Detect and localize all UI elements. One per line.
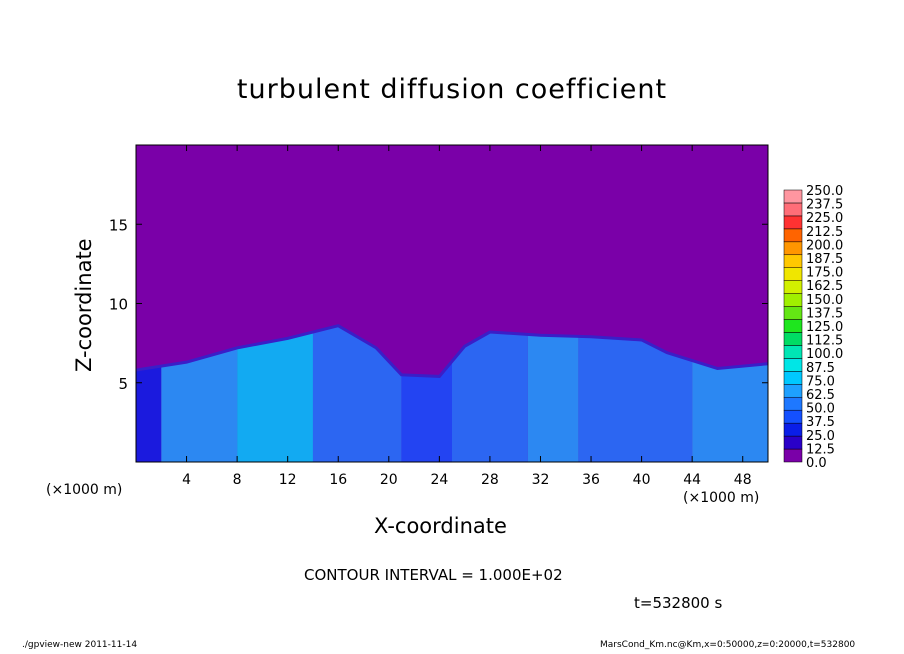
x-tick-label: 28 xyxy=(481,472,499,488)
colorbar-label: 62.5 xyxy=(806,388,835,403)
x-tick-label: 16 xyxy=(329,472,347,488)
y-tick-label: 10 xyxy=(109,296,128,314)
x-unit-label-left: (×1000 m) xyxy=(46,482,123,498)
colorbar-label: 187.5 xyxy=(806,252,843,267)
x-tick-label: 44 xyxy=(683,472,701,488)
colorbar-swatch xyxy=(783,293,803,307)
x-tick-label: 32 xyxy=(532,472,550,488)
colorbar-swatch xyxy=(783,267,803,281)
x-tick-label: 12 xyxy=(279,472,297,488)
colorbar-swatch xyxy=(783,448,803,463)
colorbar-swatch xyxy=(783,345,803,359)
colorbar-label: 150.0 xyxy=(806,293,843,308)
x-tick-label: 20 xyxy=(380,472,398,488)
colorbar-swatch xyxy=(783,306,803,320)
x-tick-label: 24 xyxy=(430,472,448,488)
x-tick-label: 48 xyxy=(734,472,752,488)
colorbar-swatch xyxy=(783,215,803,230)
y-tick-label: 5 xyxy=(118,375,128,393)
colorbar-label: 200.0 xyxy=(806,238,843,253)
colorbar-label: 100.0 xyxy=(806,347,843,362)
y-tick-label: 15 xyxy=(109,216,128,234)
colorbar-swatch xyxy=(783,241,803,256)
colorbar-swatch xyxy=(783,422,803,437)
colorbar-label: 37.5 xyxy=(806,415,835,430)
colorbar-label: 137.5 xyxy=(806,306,843,321)
colorbar-swatch xyxy=(783,409,803,424)
colorbar-swatch xyxy=(783,189,803,204)
footer-right: MarsCond_Km.nc@Km,x=0:50000,z=0:20000,t=… xyxy=(600,640,856,650)
colorbar-label: 225.0 xyxy=(806,211,843,226)
colorbar-label: 250.0 xyxy=(806,184,843,199)
time-label: t=532800 s xyxy=(634,594,723,612)
colorbar-swatch xyxy=(783,358,803,372)
x-tick-label: 36 xyxy=(582,472,600,488)
y-axis-ticks: 5 10 15 xyxy=(109,216,768,393)
x-axis-label: X-coordinate xyxy=(374,514,507,538)
y-axis-label: Z-coordinate xyxy=(72,238,96,372)
contour-interval-label: CONTOUR INTERVAL = 1.000E+02 xyxy=(304,566,563,584)
colorbar-label: 0.0 xyxy=(806,456,827,471)
colorbar-swatch xyxy=(783,332,803,346)
colorbar-swatch xyxy=(783,319,803,333)
footer-left: ./gpview-new 2011-11-14 xyxy=(22,640,138,650)
boundary-layer-outline xyxy=(135,324,769,378)
colorbar-label: 162.5 xyxy=(806,279,843,294)
colorbar-swatch xyxy=(783,228,803,243)
x-axis-ticks: 4 8 12 16 20 24 28 32 36 40 44 48 xyxy=(182,145,752,488)
colorbar-swatch xyxy=(783,435,803,450)
colorbar-label: 212.5 xyxy=(806,225,843,240)
chart-title: turbulent diffusion coefficient xyxy=(236,74,668,105)
colorbar-swatch xyxy=(783,384,803,398)
colorbar-swatch xyxy=(783,280,803,294)
colorbar-label: 50.0 xyxy=(806,402,835,417)
colorbar-label: 75.0 xyxy=(806,374,835,389)
colorbar-swatch xyxy=(783,254,803,268)
colorbar-label: 112.5 xyxy=(806,334,843,349)
colorbar: 0.012.525.037.550.062.575.087.5100.0112.… xyxy=(783,184,843,471)
colorbar-label: 237.5 xyxy=(806,198,843,213)
colorbar-swatch xyxy=(783,396,803,411)
heatmap-cells xyxy=(136,145,768,462)
colorbar-label: 25.0 xyxy=(806,429,835,444)
upper-background-region xyxy=(136,145,768,377)
colorbar-swatch xyxy=(783,371,803,385)
x-tick-label: 8 xyxy=(233,472,242,488)
colorbar-swatch xyxy=(783,202,803,217)
x-unit-label-right: (×1000 m) xyxy=(683,490,760,506)
colorbar-label: 87.5 xyxy=(806,361,835,376)
colorbar-label: 12.5 xyxy=(806,442,835,457)
colorbar-label: 125.0 xyxy=(806,320,843,335)
x-tick-label: 40 xyxy=(633,472,651,488)
colorbar-label: 175.0 xyxy=(806,266,843,281)
x-tick-label: 4 xyxy=(182,472,191,488)
